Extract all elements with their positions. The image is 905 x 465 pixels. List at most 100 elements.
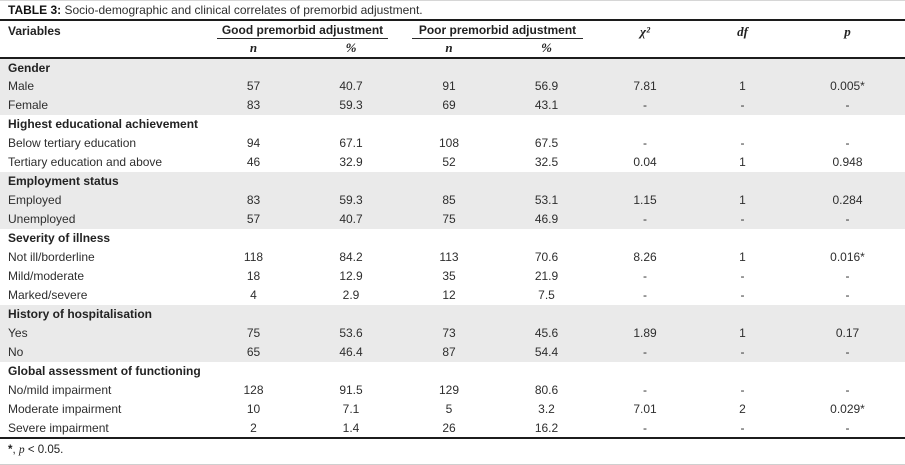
cell-chi-square: - [643,288,648,302]
cell-poor-n: 12 [442,288,456,302]
cell-good-n: 83 [246,98,261,112]
cell-df: - [740,383,745,397]
table-row-male: Male 57 40.7 91 56.9 7.81 1 0.005* [0,77,905,96]
section-row-gender: Gender [0,58,905,77]
cell-poor-pct: 46.9 [534,212,559,226]
row-label: Male [8,79,35,93]
cell-df: - [740,288,745,302]
section-row-severity: Severity of illness [0,229,905,248]
cell-df: 1 [739,155,746,169]
cell-good-n: 65 [246,345,261,359]
cell-poor-n: 91 [442,79,456,93]
cell-good-n: 2 [250,420,257,435]
cell-poor-n: 52 [442,155,456,169]
cell-poor-pct: 3.2 [538,402,555,416]
column-header-df: df [737,24,748,39]
cell-p-value: - [845,136,850,150]
cell-p-value: - [845,269,850,283]
table-header: Variables Good premorbid adjustment Poor… [0,21,905,58]
cell-df: - [740,212,745,226]
cell-poor-n: 69 [442,98,456,112]
cell-p-value: 0.948 [832,155,863,169]
cell-p-value: - [845,420,850,435]
table-row-severe-impairment: Severe impairment 2 1.4 26 16.2 - - - [0,419,905,438]
cell-p-value: - [845,212,850,226]
cell-good-pct: 59.3 [339,193,363,207]
cell-poor-pct: 16.2 [534,420,559,435]
table-footnote: *, p < 0.05. [0,439,905,457]
cell-chi-square: 7.01 [633,402,657,416]
cell-poor-n: 113 [439,250,459,264]
cell-df: 1 [739,79,746,93]
subcolumn-good-pct: % [345,40,357,55]
footnote-threshold-text: < 0.05. [24,444,64,456]
cell-good-pct: 7.1 [342,402,360,416]
cell-p-value: 0.029* [830,402,865,416]
cell-good-pct: 67.1 [339,136,363,150]
section-header-label: Severity of illness [8,231,111,245]
cell-chi-square: - [643,383,648,397]
section-header-label: Global assessment of functioning [8,364,201,378]
table-caption: TABLE 3: Socio-demographic and clinical … [0,1,905,21]
table-row-not-ill-borderline: Not ill/borderline 118 84.2 113 70.6 8.2… [0,248,905,267]
table-row-marked-severe: Marked/severe 4 2.9 12 7.5 - - - [0,286,905,305]
cell-good-pct: 40.7 [339,79,363,93]
footnote-separator: , [12,444,19,456]
cell-poor-n: 73 [442,326,456,340]
cell-good-n: 10 [246,402,261,416]
cell-good-n: 4 [250,288,257,302]
table-caption-text: Socio-demographic and clinical correlate… [64,3,423,17]
cell-good-n: 128 [243,383,264,397]
section-header-label: Employment status [8,174,119,188]
cell-poor-pct: 43.1 [534,98,559,112]
cell-poor-n: 5 [445,402,453,416]
cell-poor-pct: 54.4 [534,345,559,359]
cell-good-n: 83 [246,193,261,207]
cell-p-value: - [845,288,850,302]
table-row-mild-moderate: Mild/moderate 18 12.9 35 21.9 - - - [0,267,905,286]
cell-df: 2 [739,402,746,416]
section-row-hospitalisation: History of hospitalisation [0,305,905,324]
cell-p-value: 0.284 [832,193,863,207]
cell-df: - [740,136,745,150]
cell-good-pct: 84.2 [339,250,363,264]
cell-poor-n: 87 [442,345,456,359]
cell-p-value: - [845,345,850,359]
row-label: Marked/severe [8,288,88,302]
cell-good-n: 57 [246,212,261,226]
cell-df: - [740,98,745,112]
section-header-label: Gender [8,60,51,75]
cell-good-n: 75 [246,326,261,340]
cell-poor-pct: 21.9 [534,269,559,283]
column-group-poor-premorbid: Poor premorbid adjustment [400,21,595,39]
footnote-p-symbol: p [18,444,25,456]
cell-df: 1 [739,250,746,264]
cell-poor-pct: 45.6 [534,326,559,340]
cell-good-n: 94 [246,136,261,150]
cell-chi-square: 1.15 [633,193,657,207]
cell-df: - [740,269,745,283]
column-header-chi-square: χ² [640,24,650,39]
cell-df: 1 [739,193,746,207]
subcolumn-good-n: n [249,40,258,55]
cell-good-pct: 2.9 [342,288,360,302]
table-number-label: TABLE 3: [8,3,62,17]
section-header-label: Highest educational achievement [8,117,199,131]
footnote-asterisk: * [8,444,13,456]
cell-good-pct: 46.4 [339,345,363,359]
subcolumn-poor-n: n [445,40,453,55]
cell-chi-square: - [643,98,648,112]
cell-poor-n: 75 [442,212,456,226]
cell-chi-square: - [643,212,648,226]
cell-poor-n: 26 [442,420,456,435]
cell-chi-square: 8.26 [633,250,657,264]
cell-p-value: - [845,98,850,112]
table-row-hospitalisation-yes: Yes 75 53.6 73 45.6 1.89 1 0.17 [0,324,905,343]
table-row-female: Female 83 59.3 69 43.1 - - - [0,96,905,115]
cell-poor-n: 129 [438,383,460,397]
cell-poor-pct: 56.9 [534,79,559,93]
header-row-groups: Variables Good premorbid adjustment Poor… [0,21,905,39]
cell-p-value: 0.016* [830,250,865,264]
cell-poor-n: 85 [442,193,456,207]
